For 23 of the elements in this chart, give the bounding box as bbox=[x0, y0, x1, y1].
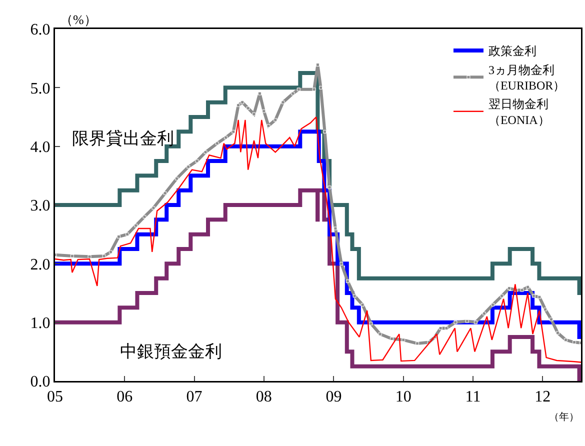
x-tick-label: 06 bbox=[116, 388, 133, 406]
y-axis-title: （%） bbox=[60, 12, 97, 27]
y-tick-label: 3.0 bbox=[30, 198, 50, 215]
x-axis-title: （年） bbox=[549, 411, 579, 423]
x-tick-label: 08 bbox=[256, 388, 272, 406]
y-tick-label: 5.0 bbox=[30, 80, 50, 98]
annotation: 中銀預金金利 bbox=[120, 342, 222, 361]
y-tick-label: 2.0 bbox=[30, 256, 50, 274]
y-tick-label: 0.0 bbox=[30, 374, 50, 391]
legend-label: 政策金利 bbox=[488, 44, 536, 58]
x-tick-label: 05 bbox=[47, 388, 63, 406]
legend-label: 翌日物金利（EONIA） bbox=[488, 97, 550, 127]
legend-label: 3ヵ月物金利（EURIBOR） bbox=[488, 63, 566, 93]
x-tick-label: 07 bbox=[186, 388, 202, 406]
x-tick-label: 12 bbox=[534, 388, 551, 406]
x-tick-label: 09 bbox=[326, 388, 342, 406]
y-tick-label: 4.0 bbox=[30, 138, 50, 156]
line-series bbox=[55, 116, 581, 363]
annotation: 限界貸出金利 bbox=[72, 129, 174, 148]
y-tick-label: 6.0 bbox=[30, 22, 50, 39]
x-tick-label: 11 bbox=[465, 388, 481, 406]
y-tick-label: 1.0 bbox=[30, 314, 50, 332]
x-tick-label: 10 bbox=[395, 388, 412, 406]
